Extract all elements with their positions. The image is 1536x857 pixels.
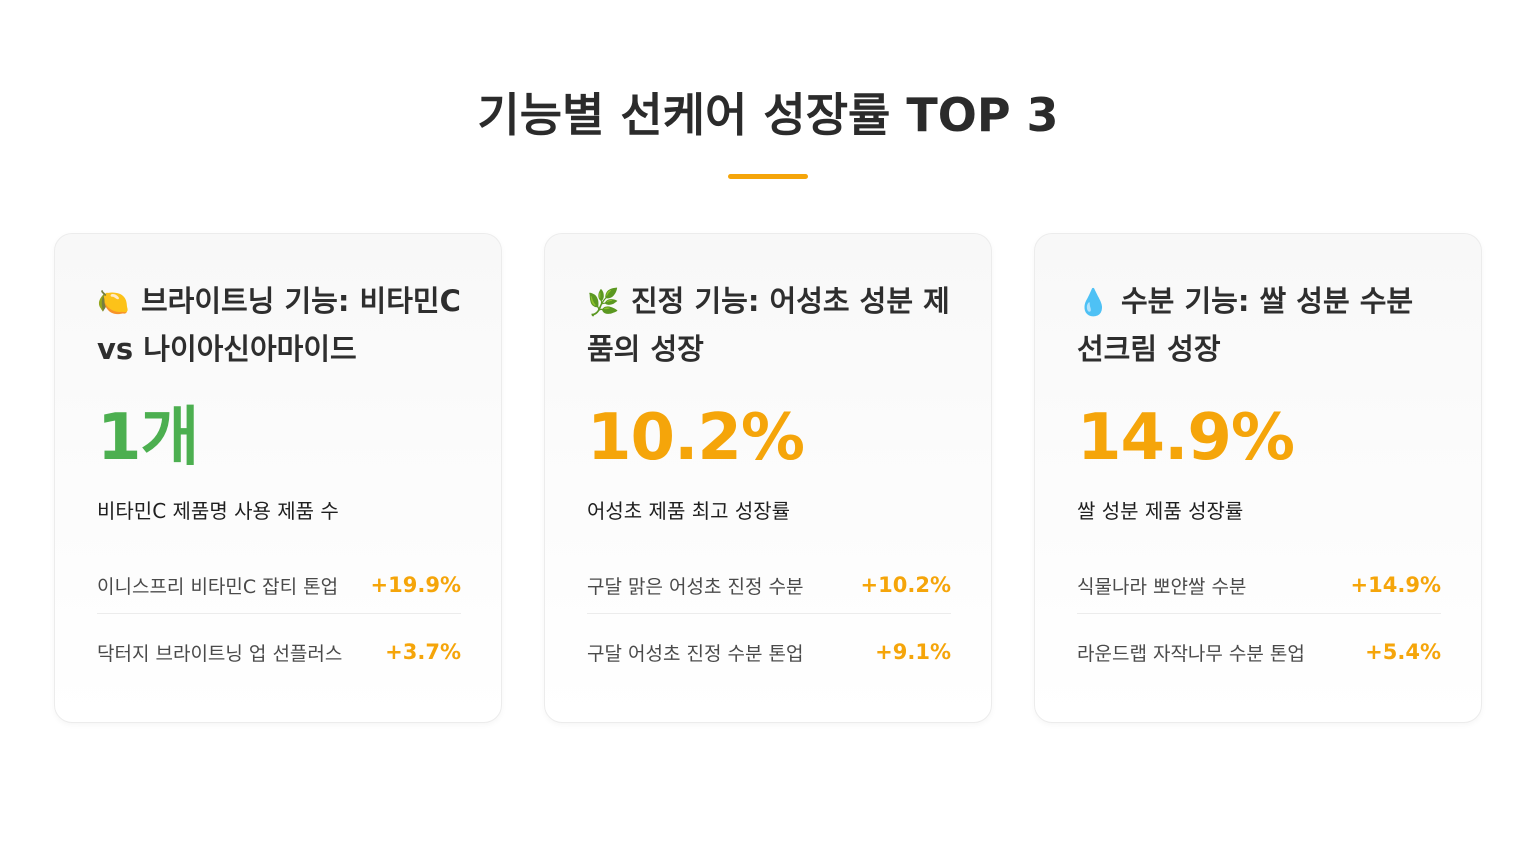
product-row: 구달 어성초 진정 수분 톤업 +9.1% (587, 624, 951, 680)
card-big-value: 14.9% (1077, 401, 1295, 475)
product-growth: +5.4% (1365, 640, 1441, 664)
product-growth: +10.2% (860, 573, 951, 597)
card-big-value: 10.2% (587, 401, 805, 475)
card-moisture: 💧 수분 기능: 쌀 성분 수분 선크림 성장 14.9% 쌀 성분 제품 성장률… (1034, 233, 1482, 723)
card-heading: 🍋 브라이트닝 기능: 비타민C vs 나이아신아마이드 (97, 278, 461, 372)
card-heading-text: 브라이트닝 기능: 비타민C vs 나이아신아마이드 (97, 284, 461, 366)
card-soothing: 🌿 진정 기능: 어성초 성분 제품의 성장 10.2% 어성초 제품 최고 성장… (544, 233, 992, 723)
product-row: 이니스프리 비타민C 잡티 톤업 +19.9% (97, 557, 461, 614)
product-row: 구달 맑은 어성초 진정 수분 +10.2% (587, 557, 951, 614)
page-title: 기능별 선케어 성장률 TOP 3 (477, 88, 1059, 142)
card-brightening: 🍋 브라이트닝 기능: 비타민C vs 나이아신아마이드 1개 비타민C 제품명 … (54, 233, 502, 723)
product-row: 라운드랩 자작나무 수분 톤업 +5.4% (1077, 624, 1441, 680)
droplet-icon: 💧 (1077, 288, 1110, 318)
card-heading: 💧 수분 기능: 쌀 성분 수분 선크림 성장 (1077, 278, 1441, 372)
card-heading-text: 진정 기능: 어성초 성분 제품의 성장 (587, 284, 950, 366)
product-growth: +9.1% (875, 640, 951, 664)
product-name: 닥터지 브라이트닝 업 선플러스 (97, 642, 343, 665)
card-heading-text: 수분 기능: 쌀 성분 수분 선크림 성장 (1077, 284, 1414, 366)
card-value-description: 어성초 제품 최고 성장률 (587, 499, 791, 523)
herb-icon: 🌿 (587, 288, 620, 318)
card-value-description: 비타민C 제품명 사용 제품 수 (97, 499, 339, 523)
product-name: 구달 맑은 어성초 진정 수분 (587, 575, 804, 598)
card-big-value: 1개 (97, 401, 199, 475)
lemon-icon: 🍋 (97, 288, 130, 318)
product-growth: +3.7% (385, 640, 461, 664)
product-name: 식물나라 뽀얀쌀 수분 (1077, 575, 1247, 598)
card-value-description: 쌀 성분 제품 성장률 (1077, 499, 1244, 523)
product-row: 식물나라 뽀얀쌀 수분 +14.9% (1077, 557, 1441, 614)
title-underline (728, 174, 808, 179)
product-growth: +19.9% (370, 573, 461, 597)
product-name: 라운드랩 자작나무 수분 톤업 (1077, 642, 1305, 665)
product-row: 닥터지 브라이트닝 업 선플러스 +3.7% (97, 624, 461, 680)
product-growth: +14.9% (1350, 573, 1441, 597)
product-name: 이니스프리 비타민C 잡티 톤업 (97, 575, 339, 598)
card-heading: 🌿 진정 기능: 어성초 성분 제품의 성장 (587, 278, 951, 372)
product-name: 구달 어성초 진정 수분 톤업 (587, 642, 804, 665)
